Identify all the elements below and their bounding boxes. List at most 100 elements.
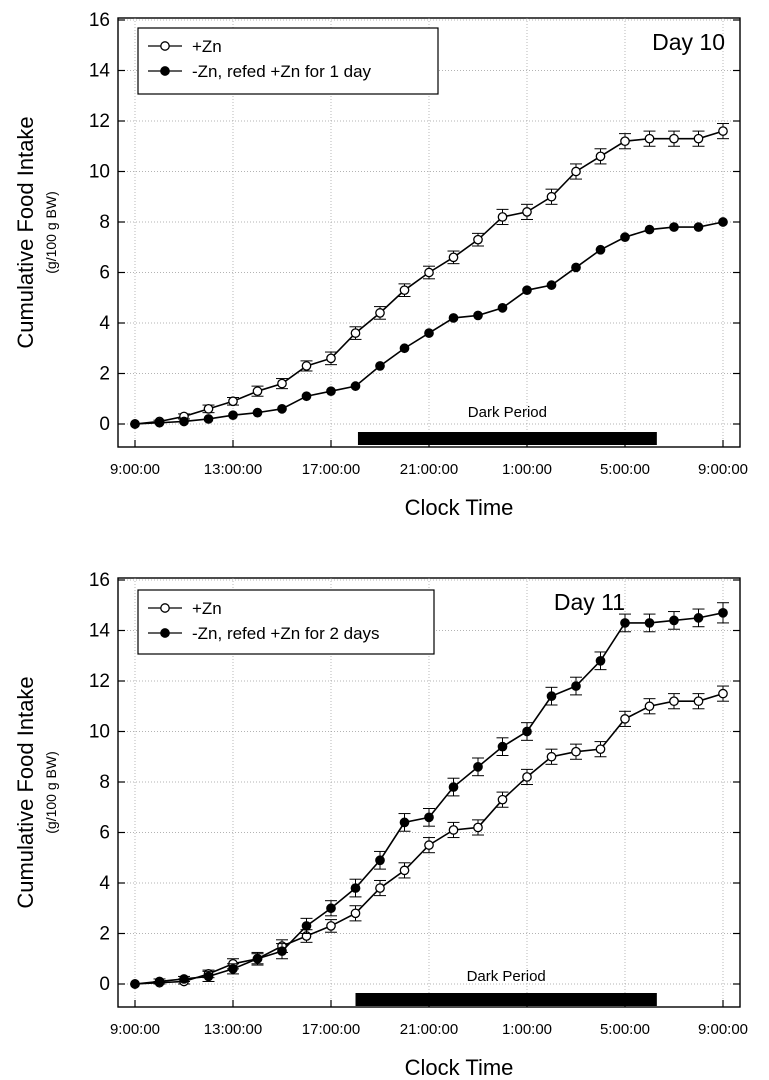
data-point bbox=[448, 825, 459, 835]
data-point bbox=[718, 126, 728, 136]
data-point bbox=[399, 343, 410, 354]
data-point bbox=[546, 191, 557, 202]
data-point bbox=[326, 903, 336, 914]
data-point bbox=[179, 974, 189, 984]
chart-panel-2: 0 2 4 6 8 10 12 14 16 9:00:00 13:00:00 17:00:00 21:0… bbox=[13, 570, 748, 1080]
data-point bbox=[693, 222, 704, 232]
data-point bbox=[473, 310, 483, 321]
filled-circle-icon bbox=[160, 66, 170, 76]
chart-panel-1: 0 2 4 6 8 10 12 14 16 9:00:00 13:00:00 17:00:00 21:0… bbox=[13, 10, 748, 520]
data-point bbox=[399, 865, 410, 876]
data-point bbox=[620, 714, 630, 724]
data-point bbox=[375, 361, 385, 371]
data-point bbox=[644, 224, 655, 235]
data-point bbox=[277, 946, 287, 957]
x-axis-title: Clock Time bbox=[405, 1055, 514, 1080]
data-point bbox=[546, 751, 557, 762]
data-point bbox=[571, 166, 581, 177]
x-tick-label: 9:00:00 bbox=[698, 1021, 748, 1038]
panel-day-label: Day 10 bbox=[652, 29, 725, 55]
dark-period-label: Dark Period bbox=[468, 404, 547, 421]
y-tick-label: 8 bbox=[99, 772, 110, 793]
dark-period-label: Dark Period bbox=[467, 968, 546, 985]
data-point bbox=[203, 403, 214, 414]
legend-entry-label: -Zn, refed +Zn for 2 days bbox=[192, 624, 380, 643]
data-point bbox=[277, 378, 287, 389]
x-tick-label: 13:00:00 bbox=[204, 1021, 262, 1038]
data-point bbox=[497, 302, 508, 313]
data-point bbox=[375, 883, 385, 893]
dark-period-bar bbox=[355, 993, 657, 1006]
data-point bbox=[252, 386, 263, 397]
data-point bbox=[522, 772, 532, 782]
x-tick-label: 17:00:00 bbox=[302, 1021, 360, 1038]
data-point bbox=[375, 855, 385, 866]
data-point bbox=[497, 212, 508, 222]
y-tick-label: 14 bbox=[89, 621, 111, 642]
x-tick-label: 13:00:00 bbox=[204, 461, 262, 478]
x-tick-label: 5:00:00 bbox=[600, 1021, 650, 1038]
dark-period-bar bbox=[357, 432, 657, 445]
data-point bbox=[693, 696, 704, 707]
data-point bbox=[375, 308, 385, 318]
legend-box bbox=[137, 27, 439, 95]
data-point bbox=[669, 615, 679, 626]
x-tick-label: 1:00:00 bbox=[502, 1021, 552, 1038]
data-point bbox=[644, 133, 655, 144]
data-point bbox=[522, 207, 532, 217]
data-point bbox=[644, 618, 655, 628]
x-tick-label: 1:00:00 bbox=[502, 461, 552, 478]
series-2 bbox=[130, 217, 728, 429]
grid bbox=[118, 18, 740, 447]
data-point bbox=[350, 328, 361, 338]
x-tick-label: 5:00:00 bbox=[600, 461, 650, 478]
data-point bbox=[571, 262, 581, 273]
filled-circle-icon bbox=[160, 628, 170, 638]
data-point bbox=[301, 921, 312, 931]
data-point bbox=[203, 971, 214, 982]
data-point bbox=[350, 381, 361, 391]
y-tick-label: 2 bbox=[99, 364, 110, 385]
data-point bbox=[620, 618, 630, 628]
data-point bbox=[326, 921, 336, 931]
y-tick-label: 8 bbox=[99, 212, 110, 233]
data-point bbox=[424, 812, 434, 823]
y-tick-label: 12 bbox=[89, 111, 110, 132]
data-point bbox=[718, 607, 728, 618]
y-tick-label: 4 bbox=[99, 313, 110, 334]
open-circle-icon bbox=[160, 41, 170, 51]
x-tick-label: 9:00:00 bbox=[698, 461, 748, 478]
data-point bbox=[154, 417, 165, 428]
series-1 bbox=[130, 123, 729, 429]
data-point bbox=[301, 361, 312, 371]
data-point bbox=[350, 908, 361, 919]
data-point bbox=[546, 691, 557, 702]
x-tick-label: 21:00:00 bbox=[400, 461, 458, 478]
y-tick-label: 0 bbox=[99, 414, 110, 435]
data-point bbox=[718, 217, 728, 227]
legend-entry-label: +Zn bbox=[192, 37, 222, 56]
data-point bbox=[473, 822, 483, 833]
data-point bbox=[595, 244, 606, 255]
legend: +Zn -Zn, refed +Zn for 2 days bbox=[137, 589, 435, 655]
data-point bbox=[644, 701, 655, 712]
data-point bbox=[522, 726, 532, 737]
data-point bbox=[424, 328, 434, 338]
data-point bbox=[252, 953, 263, 964]
data-point bbox=[130, 979, 140, 989]
data-point bbox=[497, 794, 508, 805]
data-point bbox=[669, 696, 679, 707]
y-tick-label: 14 bbox=[89, 61, 111, 82]
data-point bbox=[399, 817, 410, 828]
panel-day-label: Day 11 bbox=[554, 589, 625, 615]
data-point bbox=[179, 416, 189, 427]
grid bbox=[118, 578, 740, 1007]
data-point bbox=[620, 232, 630, 242]
y-tick-label: 10 bbox=[89, 162, 110, 183]
legend-box bbox=[137, 589, 435, 655]
y-axis-title: Cumulative Food Intake bbox=[13, 116, 38, 348]
y-tick-label: 12 bbox=[89, 671, 110, 692]
open-circle-icon bbox=[160, 603, 170, 613]
data-point bbox=[693, 133, 704, 144]
